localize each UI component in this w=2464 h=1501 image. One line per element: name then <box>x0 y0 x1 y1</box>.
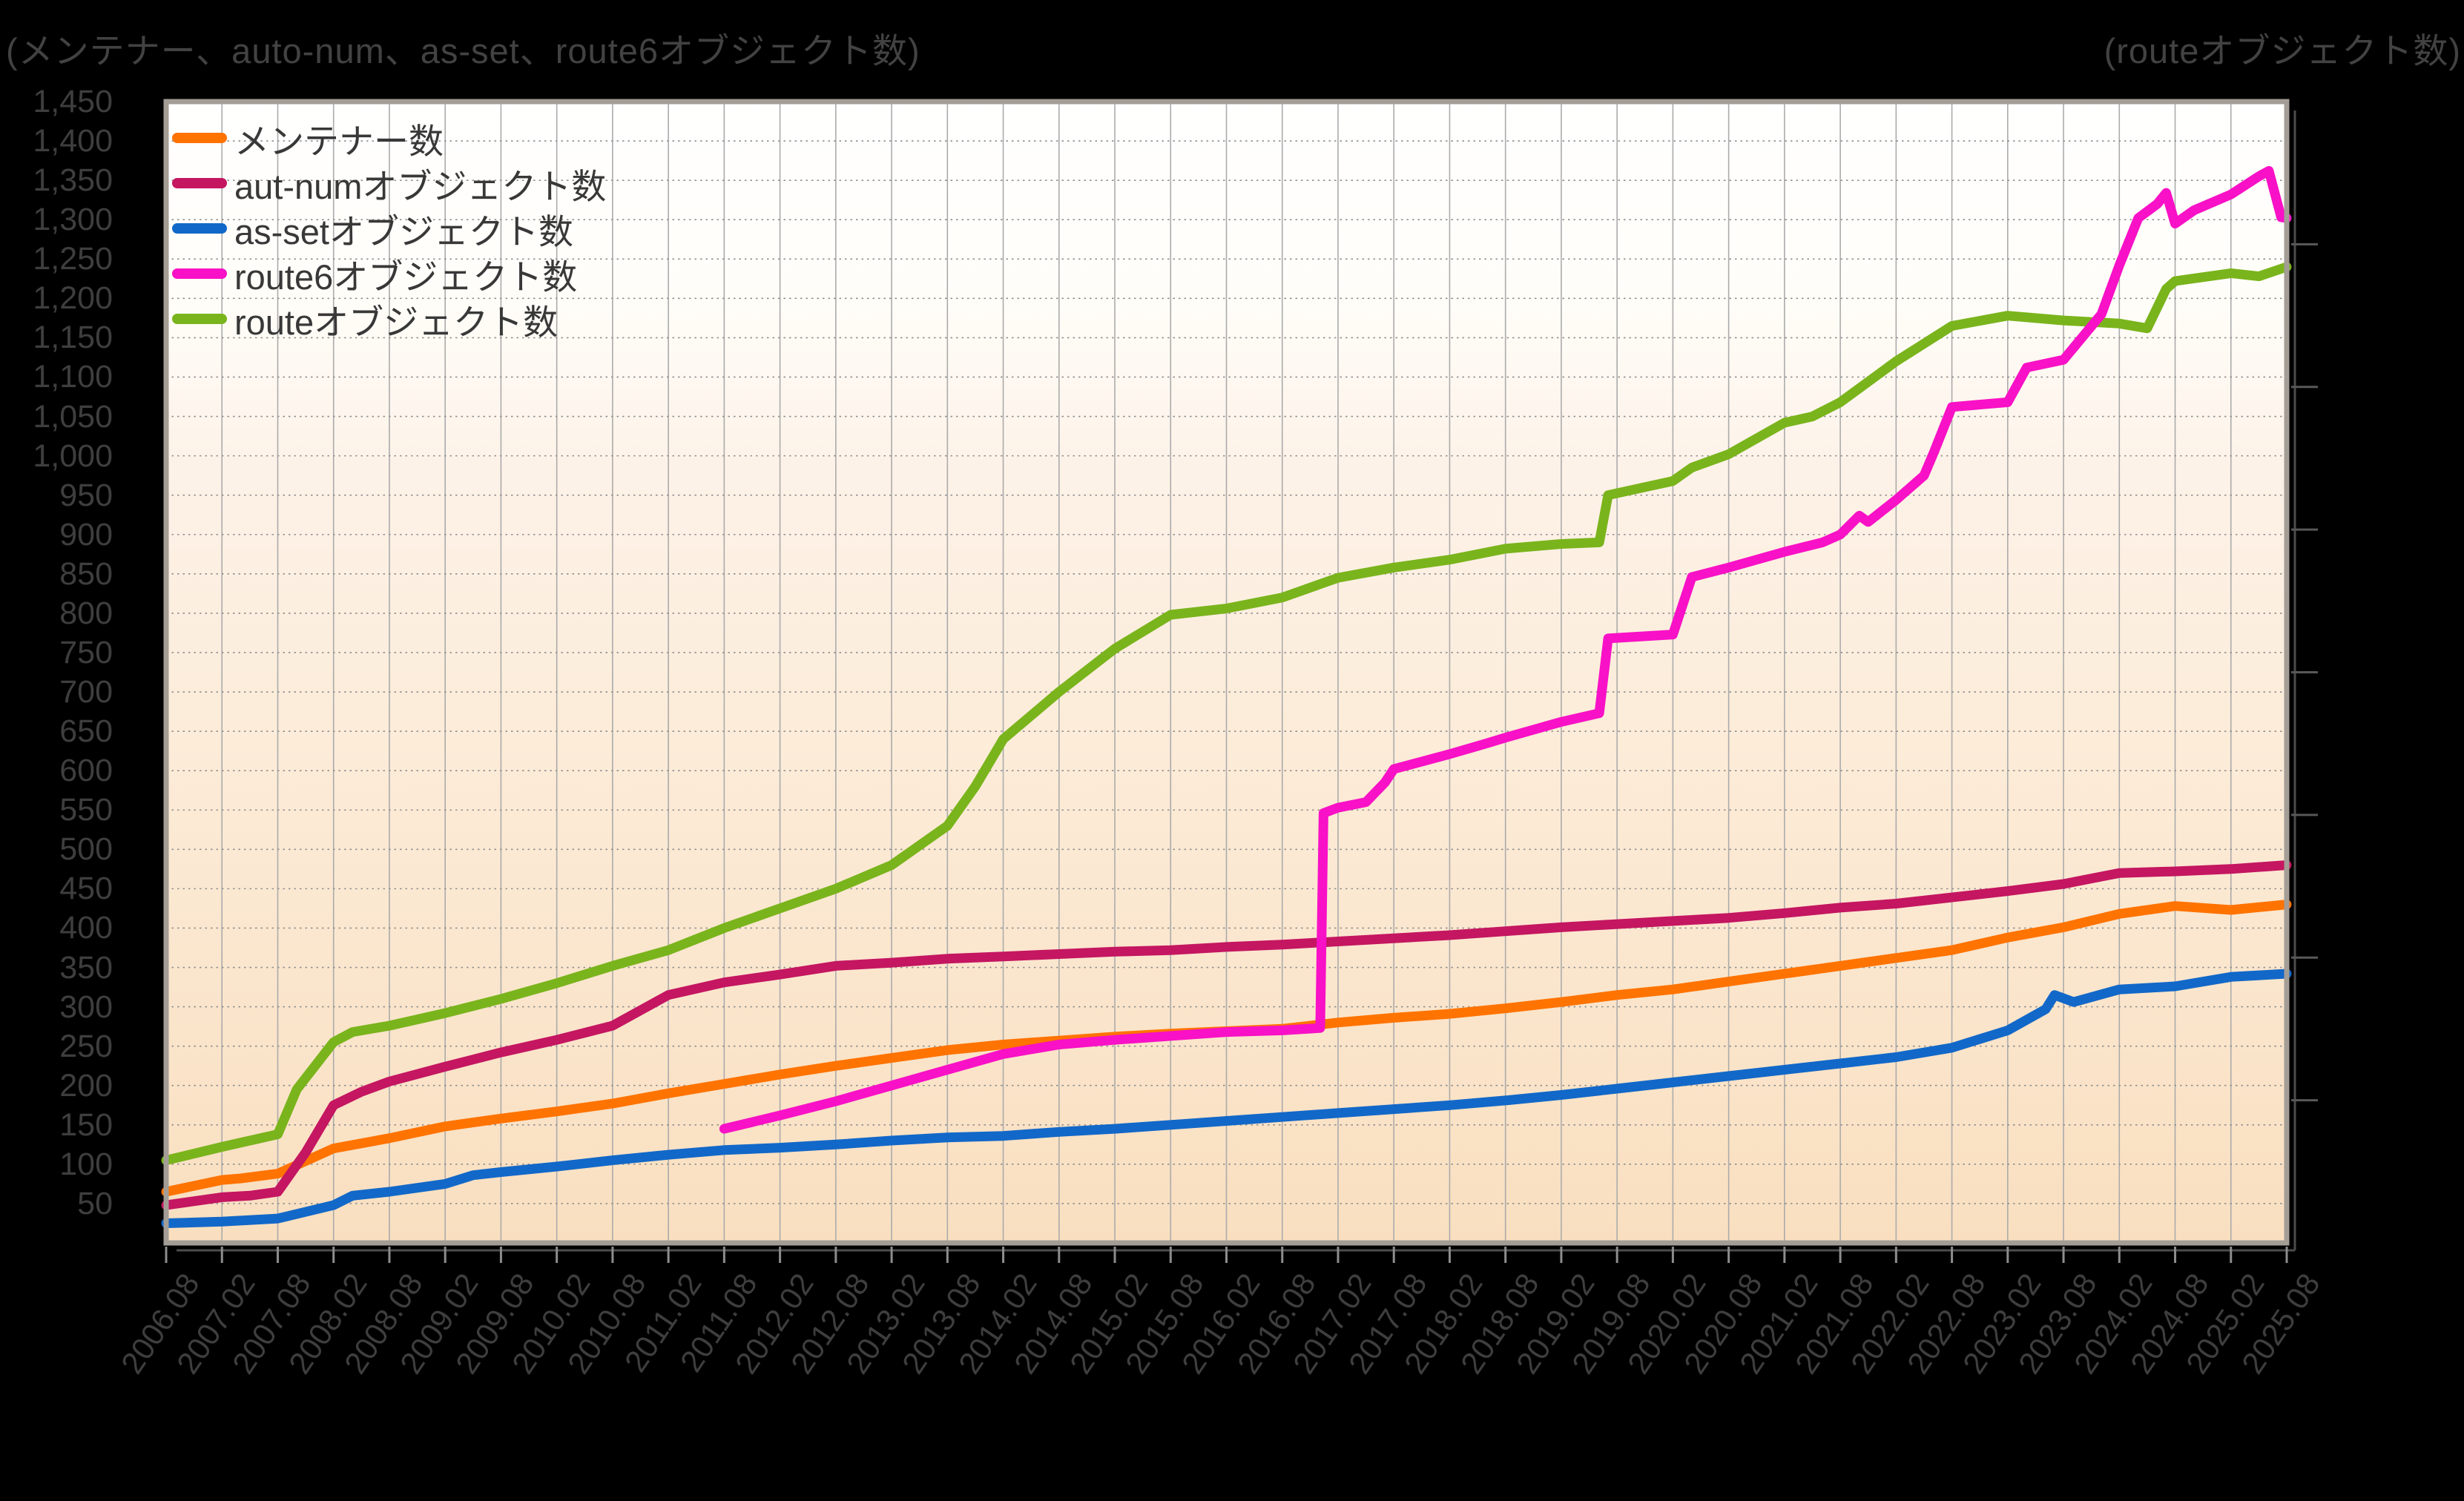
plot-border <box>163 99 2290 1246</box>
y-axis-label: 100 <box>59 1146 113 1182</box>
series-line-route6 <box>719 165 2292 1134</box>
y-axis-label: 1,450 <box>33 84 113 119</box>
y-axis-label: 950 <box>59 477 113 513</box>
legend-label: as-setオブジェクト数 <box>234 211 573 251</box>
y-axis-label: 150 <box>59 1106 113 1143</box>
left-axis-title: (メンテナー、auto-num、as-set、route6オブジェクト数) <box>6 31 920 70</box>
legend-swatch-icon <box>172 133 227 143</box>
y-axis-label: 1,000 <box>33 438 113 474</box>
y-axis-label: 800 <box>59 595 113 631</box>
legend-swatch-icon <box>172 178 227 188</box>
y-axis-label: 1,050 <box>33 398 113 435</box>
y-axis-label: 1,200 <box>33 280 113 317</box>
y-axis-label: 400 <box>59 910 113 946</box>
y-axis-label: 1,400 <box>33 123 113 159</box>
y-axis-label: 500 <box>59 831 113 868</box>
y-axis-label: 1,300 <box>33 202 113 238</box>
y-axis-label: 550 <box>59 792 113 828</box>
y-axis-label: 750 <box>59 634 113 670</box>
y-axis-label: 1,150 <box>33 320 113 356</box>
legend-label: routeオブジェクト数 <box>234 302 559 342</box>
y-axis-label: 200 <box>59 1067 113 1104</box>
y-axis-label: 350 <box>59 949 113 986</box>
legend-label: aut-numオブジェクト数 <box>234 166 607 206</box>
y-axis-label: 1,350 <box>33 162 113 199</box>
y-axis-label: 450 <box>59 871 113 907</box>
y-axis-label: 600 <box>59 753 113 789</box>
legend-item: as-setオブジェクト数 <box>172 207 573 251</box>
legend-swatch-icon <box>172 268 227 279</box>
legend-swatch-icon <box>172 223 227 234</box>
y-axis-label: 300 <box>59 989 113 1025</box>
y-axis-label: 1,250 <box>33 241 113 277</box>
legend-swatch-icon <box>172 314 227 324</box>
y-axis-label: 900 <box>59 516 113 552</box>
y-axis-label: 700 <box>59 674 113 710</box>
series-line-aut-num <box>161 860 2292 1210</box>
y-axis-label: 250 <box>59 1028 113 1064</box>
y-axis-label: 1,100 <box>33 359 113 395</box>
legend-item: メンテナー数 <box>172 116 444 161</box>
series-line-as-set <box>161 969 2292 1228</box>
legend-label: route6オブジェクト数 <box>234 257 578 297</box>
legend-item: routeオブジェクト数 <box>172 297 558 342</box>
legend-item: route6オブジェクト数 <box>172 252 577 297</box>
legend-label: メンテナー数 <box>234 121 444 161</box>
y-axis-label: 650 <box>59 713 113 750</box>
y-axis-label: 850 <box>59 555 113 592</box>
series-line-route <box>161 262 2292 1166</box>
legend-item: aut-numオブジェクト数 <box>172 162 606 206</box>
right-axis-title: (routeオブジェクト数) <box>2104 31 2461 70</box>
y-axis-label: 50 <box>77 1185 113 1221</box>
